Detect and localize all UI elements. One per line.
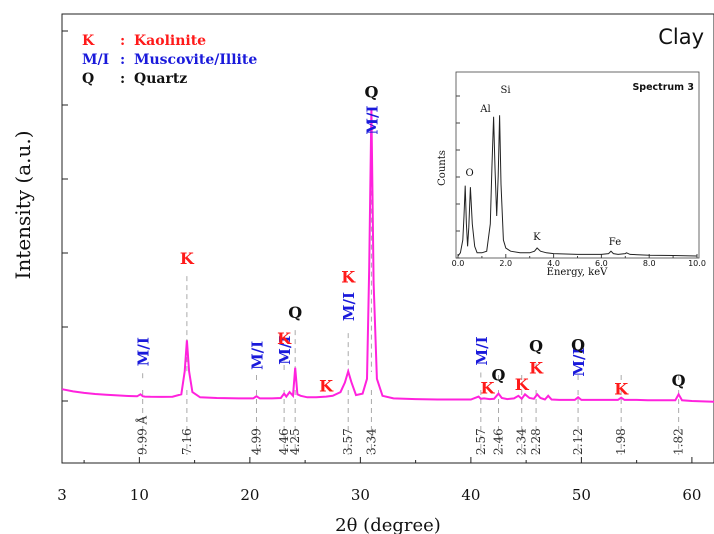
x-tick-label: 10 (130, 486, 149, 504)
phase-label: Q (288, 303, 302, 322)
phase-label: K (319, 376, 334, 395)
inset-element-label: Fe (609, 237, 621, 248)
d-spacing-label: 9.99 Å (135, 415, 150, 455)
d-spacing-label: 2.28 (529, 428, 543, 455)
legend-symbol-kaolinite: K (82, 33, 95, 49)
inset-element-label: Al (479, 104, 490, 115)
phase-label-mi: M/I (473, 336, 491, 365)
phase-label: K (277, 329, 292, 348)
phase-label-mi: M/I (135, 337, 153, 366)
phase-label: Q (571, 336, 585, 355)
d-spacing-label: 2.12 (571, 428, 585, 455)
d-spacing-label: 4.46 (277, 428, 291, 455)
phase-label: K (481, 379, 496, 398)
d-spacing-label: 1.82 (672, 428, 686, 455)
d-spacing-label: 7.16 (180, 428, 194, 455)
inset-x-tick-label: 6.0 (595, 259, 608, 268)
legend: K : Kaolinite M/I : Muscovite/Illite Q :… (82, 33, 257, 87)
inset-element-label: O (465, 168, 473, 179)
eds-spectrum-line (457, 115, 698, 257)
inset-element-label: K (533, 232, 541, 243)
d-spacing-label: 2.34 (515, 428, 529, 455)
phase-label-mi: M/I (570, 347, 588, 376)
phase-label: K (614, 379, 629, 398)
inset-x-ticks: 0.0 2.0 4.0 6.0 8.0 10.0 (452, 95, 706, 268)
legend-sep-muscovite: : (120, 52, 125, 68)
y-axis-label: Intensity (a.u.) (11, 130, 35, 279)
inset-title: Spectrum 3 (632, 82, 694, 93)
inset-x-tick-label: 4.0 (547, 259, 560, 268)
inset-x-tick-label: 2.0 (499, 259, 512, 268)
x-tick-label: 30 (351, 486, 370, 504)
d-spacing-label: 2.46 (492, 428, 506, 455)
d-spacing-label: 4.99 (249, 428, 263, 455)
inset-x-label: Energy, keV (547, 267, 608, 278)
phase-label-mi: M/I (248, 341, 266, 370)
phase-label: Q (529, 336, 543, 355)
d-spacing-label: 4.25 (288, 428, 302, 455)
inset-element-label: Si (501, 85, 511, 96)
phase-label: Q (672, 371, 686, 390)
legend-sep-kaolinite: : (120, 33, 125, 49)
d-spacing-guides: 9.99 Å 7.16 4.99 4.464.25 3.57 3.34 2.57 2.46 2.… (135, 109, 686, 455)
legend-name-muscovite: Muscovite/Illite (134, 52, 257, 68)
inset-frame (455, 71, 700, 259)
element-labels: O Al Si K Fe (465, 85, 621, 248)
inset-x-tick-label: 10.0 (688, 259, 706, 268)
legend-sep-quartz: : (120, 71, 125, 87)
legend-symbol-muscovite: M/I (82, 52, 109, 68)
x-axis-ticks: 3 10 20 30 40 50 60 (57, 30, 701, 504)
x-tick-label: 50 (572, 486, 591, 504)
chart-title: Clay (658, 25, 704, 49)
legend-name-kaolinite: Kaolinite (134, 33, 206, 49)
phase-label: Q (364, 83, 378, 102)
x-tick-label: 60 (682, 486, 701, 504)
xrd-pattern-line (61, 108, 714, 403)
x-tick-label: 20 (240, 486, 259, 504)
legend-symbol-quartz: Q (82, 71, 94, 87)
d-spacing-label: 3.34 (364, 428, 378, 455)
plot-frame (61, 13, 714, 464)
phase-label: K (180, 249, 195, 268)
inset-x-tick-label: 0.0 (452, 259, 465, 268)
x-tick-label: 40 (461, 486, 480, 504)
inset-x-tick-label: 8.0 (643, 259, 656, 268)
phase-label-mi: M/I (363, 105, 381, 134)
d-spacing-label: 2.57 (474, 428, 488, 455)
phase-label: Q (492, 365, 506, 384)
x-tick-label: 3 (57, 486, 67, 504)
x-axis-label: 2θ (degree) (335, 515, 441, 534)
phase-label: K (529, 359, 544, 378)
d-spacing-label: 3.57 (341, 428, 355, 455)
phase-label: K (515, 375, 530, 394)
legend-name-quartz: Quartz (134, 71, 187, 87)
inset-y-label: Counts (437, 150, 448, 186)
phase-label-mi: M/I (276, 336, 294, 365)
d-spacing-label: 1.98 (614, 428, 628, 455)
phase-label-mi: M/I (340, 292, 358, 321)
phase-label: K (341, 268, 356, 287)
